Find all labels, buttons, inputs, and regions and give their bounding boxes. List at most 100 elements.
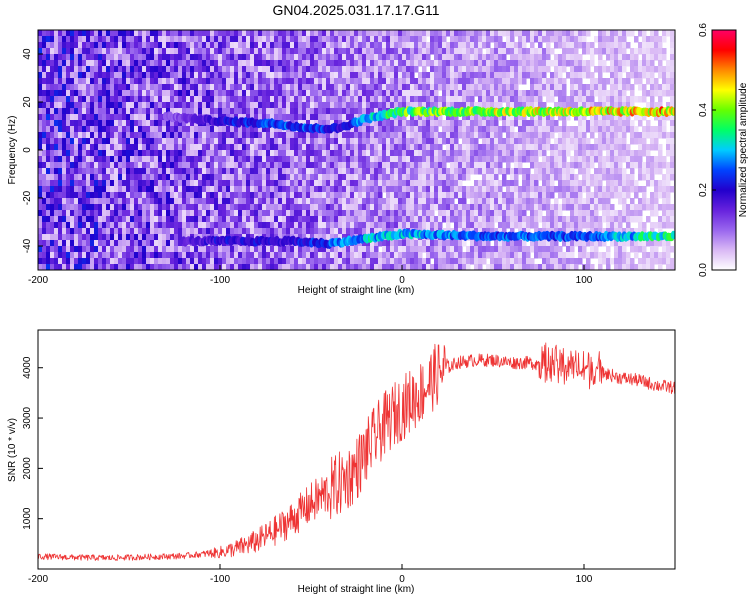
spectrogram-cell [154, 108, 159, 115]
spectrogram-cell [254, 36, 259, 43]
spectrogram-cell [158, 42, 163, 49]
spectrogram-cell [146, 168, 151, 175]
spectrogram-cell [38, 204, 43, 211]
spectrogram-cell [102, 126, 107, 133]
spectrogram-cell [438, 96, 443, 103]
spectrogram-cell [494, 102, 499, 109]
spectrogram-cell [290, 168, 295, 175]
spectrogram-cell [530, 42, 535, 49]
spectrogram-cell [470, 144, 475, 151]
spectrogram-cell [114, 198, 119, 205]
spectrogram-cell [294, 132, 299, 139]
spectrogram-cell [154, 48, 159, 55]
spectrogram-cell [58, 48, 63, 55]
spectrogram-cell [542, 114, 547, 121]
spectrogram-cell [346, 42, 351, 49]
spectrogram-cell [142, 138, 147, 145]
spectrogram-cell [138, 198, 143, 205]
spectrogram-cell [134, 126, 139, 133]
spectrogram-cell [154, 144, 159, 151]
spectrogram-cell [210, 138, 215, 145]
spectrogram-cell [390, 126, 395, 133]
spectrogram-cell [350, 258, 355, 265]
spectrogram-cell [50, 252, 55, 259]
spectrogram-cell [314, 84, 319, 91]
spectrogram-cell [522, 54, 527, 61]
spectrogram-cell [74, 246, 79, 253]
spectrogram-cell [274, 162, 279, 169]
spectrogram-cell [182, 180, 187, 187]
spectrogram-cell [58, 144, 63, 151]
spectrogram-cell [82, 204, 87, 211]
spectrogram-cell [214, 78, 219, 85]
spectrogram-cell [290, 42, 295, 49]
spectrogram-cell [178, 210, 183, 217]
spectrogram-cell [106, 138, 111, 145]
spectrogram-cell [70, 258, 75, 265]
spectrogram-cell [414, 240, 419, 247]
spectrogram-cell [74, 198, 79, 205]
spectrogram-cell [42, 78, 47, 85]
spectrogram-cell [486, 96, 491, 103]
spectrogram-cell [282, 54, 287, 61]
spectrogram-cell [254, 108, 259, 115]
spectrogram-cell [126, 84, 131, 91]
spectrogram-cell [50, 258, 55, 265]
spectrogram-cell [422, 126, 427, 133]
spectrogram-cell [490, 168, 495, 175]
spectrogram-cell [438, 72, 443, 79]
spectrogram-cell [510, 216, 515, 223]
spectrogram-cell [86, 150, 91, 157]
spectrogram-cell [42, 102, 47, 109]
spectrogram-cell [326, 258, 331, 265]
spectrogram-cell [42, 258, 47, 265]
spectrogram-cell [374, 168, 379, 175]
spectrogram-cell [450, 186, 455, 193]
spectrogram-cell [194, 102, 199, 109]
spectrogram-cell [326, 192, 331, 199]
spectrogram-cell [194, 258, 199, 265]
spectrogram-cell [486, 78, 491, 85]
spectrogram-cell [102, 72, 107, 79]
spectrogram-cell [146, 234, 151, 241]
spectrogram-cell [198, 204, 203, 211]
spectrogram-cell [394, 72, 399, 79]
spectrogram-cell [206, 90, 211, 97]
spectrogram-cell [450, 126, 455, 133]
spectrogram-cell [158, 252, 163, 259]
spectrogram-cell [38, 36, 43, 43]
spectrogram-cell [94, 174, 99, 181]
spectrogram-cell [254, 156, 259, 163]
spectrogram-cell [394, 138, 399, 145]
spectrogram-cell [106, 114, 111, 121]
spectrogram-cell [342, 72, 347, 79]
spectrogram-cell [162, 258, 167, 265]
spectrogram-cell [318, 36, 323, 43]
spectrogram-cell [526, 192, 531, 199]
spectrogram-cell [374, 48, 379, 55]
spectrogram-cell [406, 240, 411, 247]
spectrogram-cell [286, 96, 291, 103]
spectrogram-cell [262, 186, 267, 193]
spectrogram-cell [154, 90, 159, 97]
spectrogram-cell [190, 36, 195, 43]
spectrogram-cell [434, 186, 439, 193]
spectrogram-cell [322, 246, 327, 253]
spectrogram-cell [450, 180, 455, 187]
spectrogram-cell [146, 252, 151, 259]
spectrogram-cell [78, 252, 83, 259]
spectrogram-cell [158, 120, 163, 127]
spectrogram-cell [62, 180, 67, 187]
spectrogram-cell [54, 54, 59, 61]
spectrogram-cell [522, 126, 527, 133]
spectrogram-cell [42, 66, 47, 73]
spectrogram-cell [406, 252, 411, 259]
spectrogram-cell [378, 162, 383, 169]
spectrogram-cell [402, 150, 407, 157]
spectrogram-cell [534, 246, 539, 253]
spectrogram-cell [442, 126, 447, 133]
spectrogram-cell [538, 48, 543, 55]
spectrogram-cell [330, 180, 335, 187]
spectrogram-cell [498, 192, 503, 199]
spectrogram-cell [358, 138, 363, 145]
